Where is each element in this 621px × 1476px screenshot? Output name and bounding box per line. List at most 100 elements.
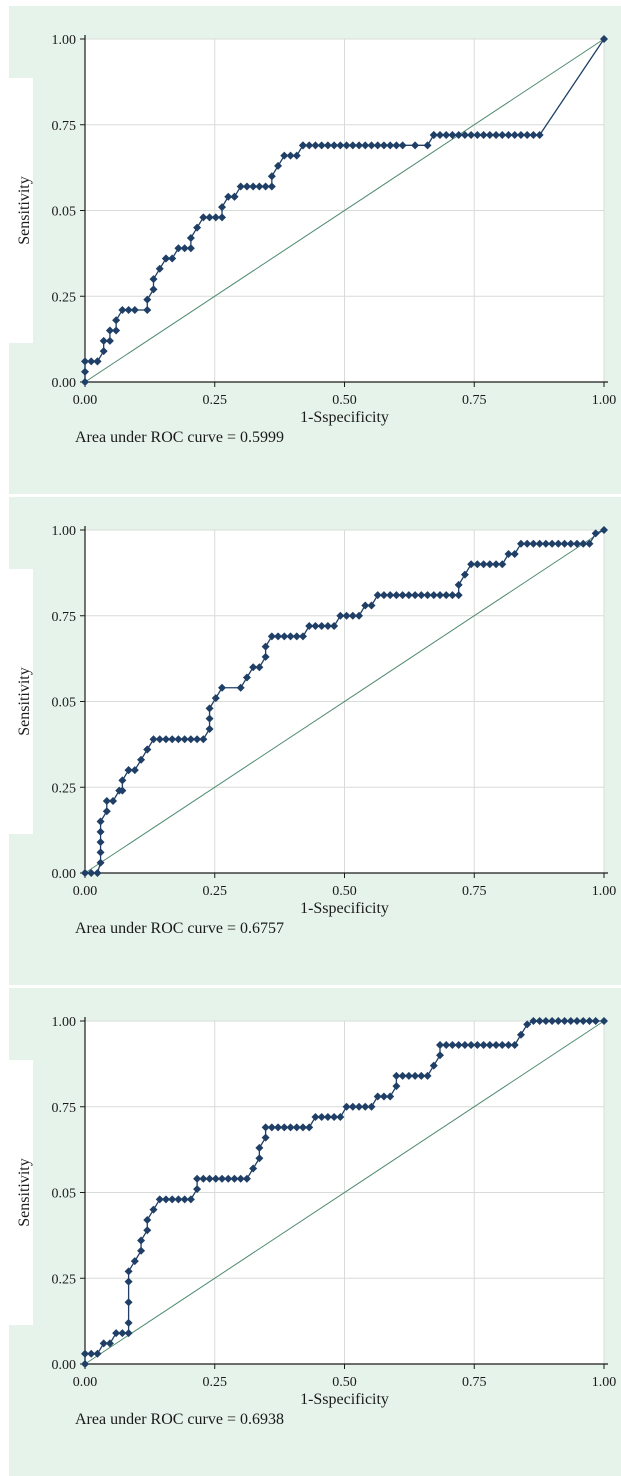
roc-point: [298, 141, 307, 150]
roc-point: [392, 591, 401, 600]
roc-point: [274, 632, 283, 641]
roc-point: [168, 1195, 177, 1204]
roc-point: [348, 1102, 357, 1111]
roc-point: [96, 817, 105, 826]
roc-chart-panel-3: 0.00 0.00 0.25 0.25 0.05 0.50 0.75 0.75 1.00 1.00…: [9, 988, 621, 1476]
roc-point: [411, 141, 420, 150]
roc-point: [280, 1123, 289, 1132]
roc-point: [102, 796, 111, 805]
roc-point: [492, 1041, 501, 1050]
roc-point: [149, 285, 158, 294]
roc-point: [367, 141, 376, 150]
panel-notch: [9, 569, 33, 834]
roc-point: [236, 182, 245, 191]
roc-point: [130, 1257, 139, 1266]
roc-point: [541, 1017, 550, 1025]
roc-chart-2: 0.00 0.00 0.25 0.25 0.05 0.50 0.75 0.75 1.00 1.00…: [9, 524, 616, 937]
roc-point: [224, 1174, 233, 1183]
roc-point: [529, 539, 538, 548]
roc-point: [112, 326, 121, 335]
roc-point: [411, 1071, 420, 1080]
roc-point: [404, 1071, 413, 1080]
roc-point: [591, 529, 600, 538]
roc-point: [242, 1174, 251, 1183]
roc-point: [149, 735, 158, 744]
roc-point: [255, 1143, 264, 1152]
roc-point: [124, 1277, 133, 1286]
roc-point: [199, 1174, 208, 1183]
roc-point: [130, 766, 139, 775]
roc-point: [600, 35, 608, 43]
roc-point: [379, 591, 388, 600]
roc-point: [448, 591, 457, 600]
roc-point: [504, 131, 513, 140]
roc-chart-1: 0.00 0.00 0.25 0.25 0.05 0.50 0.75 0.75 1.00 1.00…: [9, 33, 616, 446]
roc-point: [155, 735, 164, 744]
roc-point: [137, 755, 146, 764]
roc-point: [93, 1349, 102, 1358]
roc-point: [199, 213, 208, 222]
roc-point: [535, 1017, 544, 1025]
roc-point: [342, 611, 351, 620]
roc-point: [124, 766, 133, 775]
roc-point: [454, 1041, 463, 1050]
y-tick-label: 0.00: [52, 1358, 77, 1373]
roc-chart-panel-1: 0.00 0.00 0.25 0.25 0.05 0.50 0.75 0.75 1.00 1.00…: [9, 6, 621, 494]
roc-point: [186, 735, 195, 744]
roc-point: [87, 357, 96, 366]
roc-point: [249, 663, 258, 672]
roc-point: [255, 1154, 264, 1163]
roc-point: [193, 735, 202, 744]
roc-point: [355, 141, 364, 150]
roc-point: [124, 1318, 133, 1327]
x-tick-label: 0.25: [203, 884, 228, 899]
roc-point: [529, 1017, 538, 1025]
roc-point: [492, 131, 501, 140]
roc-point: [286, 632, 295, 641]
roc-point: [373, 141, 382, 150]
roc-point: [118, 786, 127, 795]
roc-point: [249, 182, 258, 191]
roc-point: [523, 131, 532, 140]
reference-line: [84, 38, 605, 383]
roc-point: [267, 172, 276, 181]
roc-point: [361, 601, 370, 610]
roc-point: [236, 683, 245, 692]
roc-point: [336, 1113, 345, 1122]
roc-point: [398, 591, 407, 600]
roc-point: [330, 622, 339, 631]
roc-point: [454, 591, 463, 600]
roc-point: [174, 735, 183, 744]
roc-point: [81, 357, 89, 366]
roc-point: [498, 560, 507, 569]
roc-point: [429, 591, 438, 600]
roc-point: [99, 347, 108, 356]
roc-point: [323, 1113, 332, 1122]
roc-point: [161, 1195, 170, 1204]
roc-point: [274, 1123, 283, 1132]
roc-point: [323, 141, 332, 150]
panel-notch: [9, 78, 33, 343]
roc-point: [467, 131, 476, 140]
x-tick-label: 0.25: [203, 1375, 228, 1390]
roc-point: [218, 213, 227, 222]
roc-point: [93, 869, 102, 877]
roc-point: [342, 1102, 351, 1111]
roc-point: [560, 539, 569, 548]
roc-point: [600, 526, 608, 534]
roc-point: [355, 611, 364, 620]
roc-point: [448, 131, 457, 140]
x-tick-label: 1.00: [592, 1375, 617, 1390]
roc-point: [435, 131, 444, 140]
y-tick-label: 0.00: [52, 376, 77, 391]
roc-point: [485, 560, 494, 569]
roc-point: [118, 1329, 127, 1338]
roc-point: [112, 1329, 121, 1338]
roc-point: [566, 539, 575, 548]
roc-point: [280, 151, 289, 160]
roc-point: [361, 1102, 370, 1111]
reference-line: [84, 1020, 605, 1365]
roc-point: [96, 827, 105, 836]
roc-point: [109, 796, 118, 805]
roc-point: [292, 151, 301, 160]
